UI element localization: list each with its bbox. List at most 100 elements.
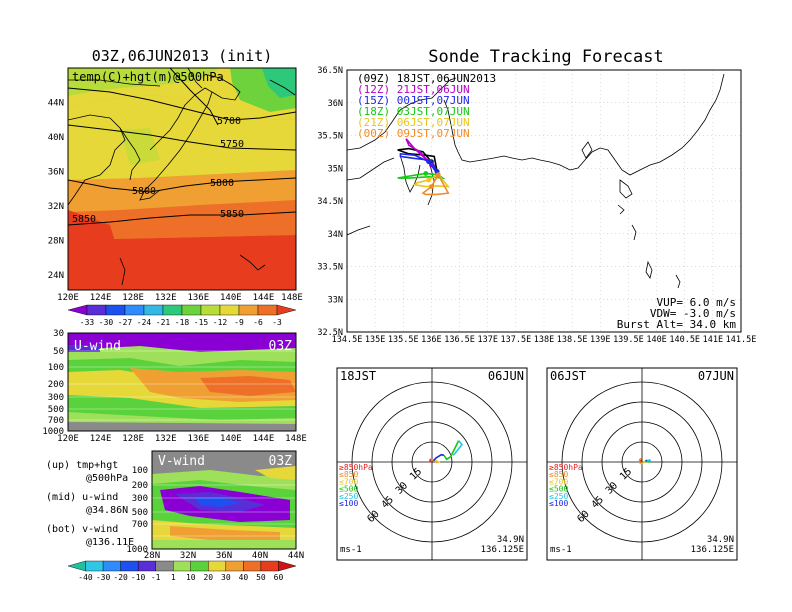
u-x-tick: 144E (253, 434, 275, 444)
map-y-tick: 40N (48, 133, 64, 143)
colorbar-swatch (120, 560, 139, 572)
v-x-tick: 44N (288, 551, 304, 561)
colorbar-label: -21 (156, 318, 171, 327)
colorbar-label: 30 (221, 573, 231, 582)
track-legend-entry: (21Z) 06JST,07JUN (357, 116, 470, 129)
v-x-tick: 28N (144, 551, 160, 561)
v-x-tick: 32N (180, 551, 196, 561)
track-x-tick: 139E (590, 335, 610, 345)
u-y-tick: 30 (53, 329, 64, 339)
colorbar-label: -3 (272, 318, 282, 327)
track-x-tick: 136.5E (444, 335, 475, 345)
v-y-tick: 500 (132, 508, 148, 518)
u-x-tick: 148E (285, 434, 307, 444)
hodograph-level-label: ≤850 (549, 470, 568, 479)
track-x-tick: 139.5E (613, 335, 644, 345)
colorbar-label: -40 (78, 573, 93, 582)
colorbar-swatch (181, 304, 202, 316)
legend-up-sub: @500hPa (86, 473, 128, 484)
v-wind-x-tick-labels: 28N 32N 36N 40N 44N (144, 551, 304, 561)
u-x-tick: 132E (155, 434, 177, 444)
v-x-tick: 36N (216, 551, 232, 561)
track-legend-entry: (15Z) 00JST,07JUN (357, 94, 470, 107)
hodograph-trace (432, 453, 445, 462)
hodograph-time-label: 18JST (340, 369, 376, 383)
v-y-tick: 1000 (126, 545, 148, 555)
track-y-tick: 34.5N (317, 197, 343, 207)
v-y-tick: 200 (132, 481, 148, 491)
hodograph-lon-label: 136.125E (481, 545, 524, 555)
track-x-tick: 141.5E (726, 335, 757, 345)
v-wind-gridlines (152, 484, 296, 537)
track-y-tick: 33N (328, 295, 343, 305)
annotation-burst: Burst Alt= 34.0 km (617, 318, 737, 331)
hodograph-lon-label: 136.125E (691, 545, 734, 555)
hodograph-level-label: ≤100 (549, 499, 568, 508)
map-x-tick: 124E (90, 293, 112, 303)
contour-label: 5850 (220, 209, 244, 220)
colorbar-swatch (276, 304, 297, 316)
u-wind-field (68, 333, 296, 431)
track-x-tick: 138.5E (557, 335, 588, 345)
sonde-tracking-panel: Sonde Tracking Forecast (09Z) 18JST,06JU… (317, 47, 756, 345)
colorbar-label: -20 (113, 573, 128, 582)
track-x-tick: 141E (703, 335, 723, 345)
colorbar-swatch (238, 304, 259, 316)
map-y-tick: 32N (48, 202, 64, 212)
track-legend-entry: (12Z) 21JST,06JUN (357, 83, 470, 96)
hodograph-level-label: ≤250 (339, 492, 358, 501)
map-y-tick: 44N (48, 99, 64, 109)
temperature-map-panel: 03Z,06JUN2013 (init) (48, 47, 303, 327)
track-legend: (09Z) 18JST,06JUN2013(12Z) 21JST,06JUN(1… (357, 72, 496, 140)
u-wind-gridlines (68, 350, 296, 421)
colorbar-label: 20 (203, 573, 213, 582)
colorbar-swatch (219, 304, 240, 316)
map-x-tick: 128E (122, 293, 144, 303)
v-wind-field (152, 451, 296, 549)
hodograph-frame (336, 367, 528, 561)
colorbar-label: -1 (151, 573, 161, 582)
colorbar-label: -24 (137, 318, 152, 327)
map-y-tick: 36N (48, 168, 64, 178)
v-wind-panel: V-wind 03Z 100 200 300 500 700 1000 28N 32N 36N… (67, 450, 304, 582)
annotation-vdw: VDW= -3.0 m/s (650, 307, 736, 320)
hodograph-lat-label: 34.9N (707, 535, 734, 545)
colorbar-swatch (173, 560, 191, 572)
track-y-tick-labels: 36.5N 36N 35.5N 35N 34.5N 34N 33.5N 33N 32.5N (317, 66, 343, 338)
colorbar-label: -30 (96, 573, 111, 582)
hodograph-date-label: 06JUN (488, 369, 524, 383)
v-y-tick: 300 (132, 494, 148, 504)
track-line (397, 147, 439, 176)
colorbar-label: -15 (194, 318, 209, 327)
track-y-tick: 35N (328, 164, 343, 174)
track-burst-point (423, 171, 429, 176)
map-x-tick-labels: 120E 124E 128E 132E 136E 140E 144E 148E (57, 293, 303, 303)
map-y-tick: 28N (48, 237, 64, 247)
colorbar-swatch (67, 560, 86, 572)
track-legend-entry: (00Z) 09JST,07JUN (357, 127, 470, 140)
track-y-tick: 32.5N (317, 328, 343, 338)
u-x-tick: 120E (57, 434, 79, 444)
track-x-tick: 137.5E (500, 335, 531, 345)
track-x-tick: 138E (534, 335, 554, 345)
colorbar-swatch (257, 304, 278, 316)
colorbar-label: 50 (256, 573, 266, 582)
map-x-tick: 144E (253, 293, 275, 303)
hodograph-trace (452, 440, 464, 456)
v-wind-time: 03Z (269, 454, 293, 469)
colorbar-swatch (137, 560, 156, 572)
contour-label: 5850 (72, 214, 96, 225)
temperature-field (68, 68, 296, 290)
colorbar-swatch (86, 304, 107, 316)
hodograph-frame (546, 367, 738, 561)
contour-label: 5800 (210, 178, 234, 189)
hodograph-level-label: ≤500 (549, 485, 568, 494)
temperature-colorbar: -33 -30 -27 -24 -21 -18 -15 -12 -9 -6 -3 (67, 304, 297, 327)
u-wind-title: U-wind (74, 339, 121, 354)
colorbar-label: -33 (80, 318, 95, 327)
colorbar-swatch (67, 304, 88, 316)
colorbar-label: 10 (186, 573, 196, 582)
